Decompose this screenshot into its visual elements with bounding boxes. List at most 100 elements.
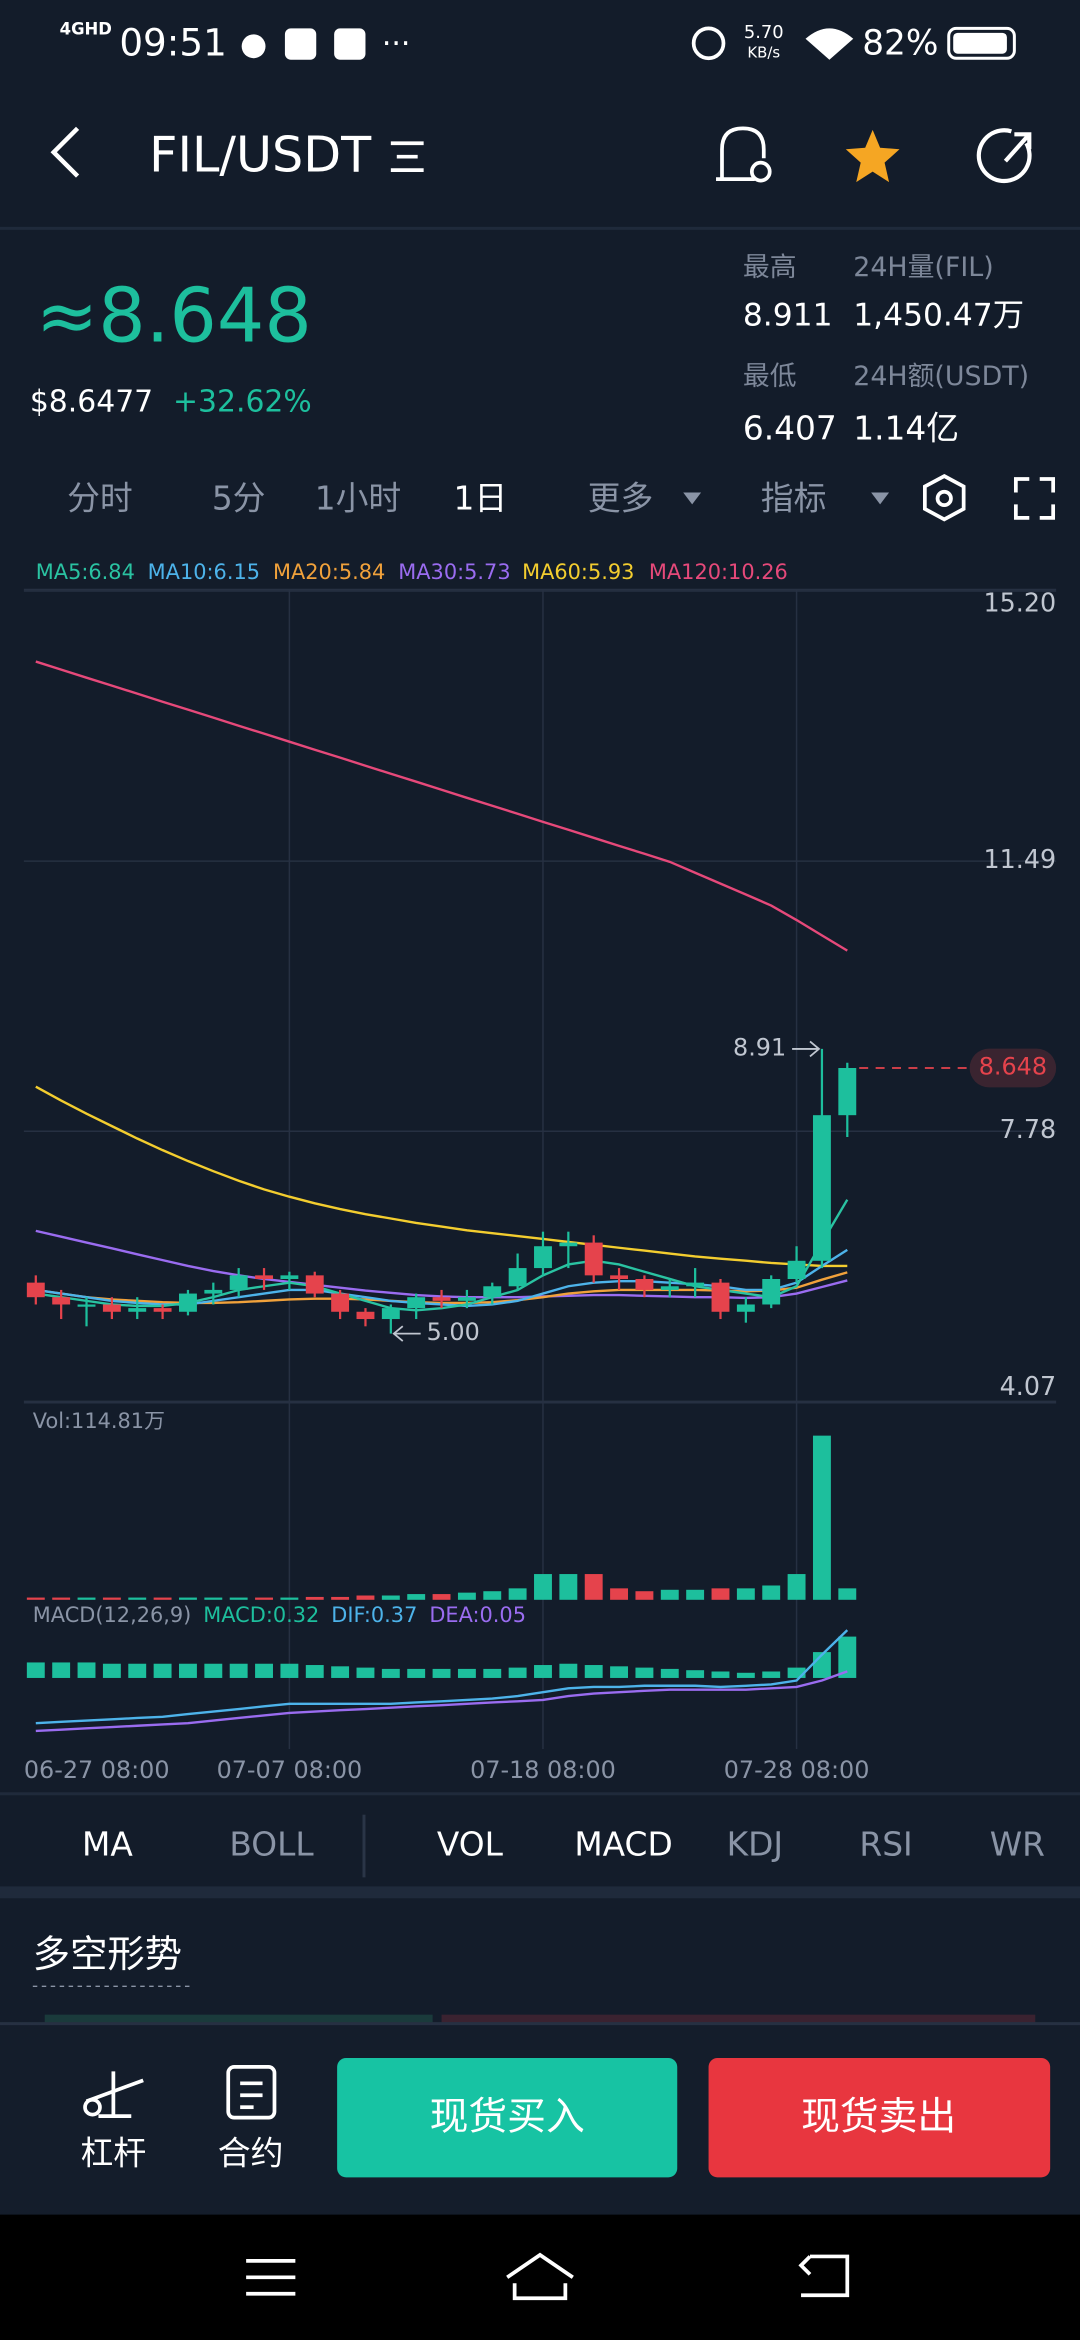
macd-label: MACD:0.32 xyxy=(203,1603,319,1627)
share-button[interactable] xyxy=(976,128,1032,184)
macd-bar xyxy=(204,1663,223,1678)
time: 09:51 xyxy=(119,20,226,64)
macd-bar xyxy=(635,1667,654,1678)
contract-icon[interactable] xyxy=(226,2065,277,2120)
volume-bar xyxy=(331,1596,350,1600)
volume-bar xyxy=(610,1588,629,1600)
stat-value: 8.911 xyxy=(743,297,833,333)
candle-body xyxy=(787,1260,806,1279)
app-icon xyxy=(284,28,317,60)
volume-bar xyxy=(179,1597,197,1600)
macd-bar xyxy=(407,1668,426,1678)
network: 4GHD xyxy=(60,19,112,38)
indicator-option[interactable]: KDJ xyxy=(727,1826,783,1864)
indicator-option[interactable]: MACD xyxy=(574,1826,672,1864)
period-tab-active[interactable]: 1日 xyxy=(453,479,507,517)
dea-line xyxy=(35,1670,848,1733)
settings-button[interactable] xyxy=(922,473,966,522)
macd-bar xyxy=(77,1662,96,1678)
candle-body xyxy=(26,1282,45,1298)
alert-gear xyxy=(749,160,772,183)
indicator-option[interactable]: BOLL xyxy=(229,1826,314,1864)
indicator-option[interactable]: WR xyxy=(990,1826,1045,1864)
pair-menu[interactable] xyxy=(390,141,424,172)
volume-bar xyxy=(153,1597,172,1600)
nav-menu[interactable] xyxy=(246,2259,296,2296)
nav-back[interactable] xyxy=(798,2254,850,2298)
candle-body xyxy=(559,1242,578,1247)
indicator-option[interactable]: RSI xyxy=(859,1826,912,1864)
nav-home[interactable] xyxy=(506,2252,574,2301)
volume-bar xyxy=(584,1574,603,1600)
period-tab[interactable]: 5分 xyxy=(212,479,266,517)
x-tick-label: 07-28 08:00 xyxy=(724,1756,870,1784)
candle-body xyxy=(610,1275,629,1279)
volume-bar xyxy=(255,1597,273,1600)
high-annotation: 8.91 xyxy=(733,1033,786,1061)
indicator-tab[interactable]: 指标 xyxy=(761,479,827,517)
more-tab[interactable]: 更多 xyxy=(588,479,654,517)
lever-label[interactable]: 杠杆 xyxy=(81,2134,147,2172)
sell-button[interactable] xyxy=(708,2057,1051,2178)
volume-bar xyxy=(26,1597,45,1600)
stat-label: 最低 xyxy=(743,361,797,392)
volume-bar xyxy=(838,1588,857,1600)
legend-entry: MA5:6.84 xyxy=(36,560,135,584)
weather-icon xyxy=(241,34,266,59)
candle-body xyxy=(736,1304,755,1312)
candle-body xyxy=(305,1275,324,1294)
candle-body xyxy=(711,1282,730,1312)
macd-bar xyxy=(762,1671,781,1678)
macd-bar xyxy=(838,1636,857,1678)
battery-text: 82% xyxy=(862,23,938,63)
candle-body xyxy=(381,1308,400,1320)
candle-body xyxy=(52,1297,71,1305)
candle-body xyxy=(457,1297,476,1301)
candle-body xyxy=(128,1308,147,1312)
legend-entry: MA30:5.73 xyxy=(398,560,510,584)
macd-bar xyxy=(483,1668,502,1678)
lever-icon[interactable] xyxy=(83,2071,144,2119)
pair-title: FIL/USDT xyxy=(149,126,372,184)
favorite-button[interactable] xyxy=(845,129,900,183)
settings-dot xyxy=(935,489,953,508)
volume-bar xyxy=(52,1597,71,1600)
last-price-label: 8.648 xyxy=(979,1052,1047,1080)
sell-label[interactable]: 现货卖出 xyxy=(801,2095,956,2140)
candle-body xyxy=(762,1278,781,1305)
stat-label: 24H额(USDT) xyxy=(853,361,1029,392)
kline-chart: 06-27 08:00 07-07 08:00 07-18 08:00 07-28 0… xyxy=(24,560,1057,1784)
buy-label[interactable]: 现货买入 xyxy=(430,2095,585,2140)
period-tab[interactable]: 分时 xyxy=(67,479,133,517)
fullscreen-button[interactable] xyxy=(1013,477,1056,520)
alert-button[interactable] xyxy=(716,126,766,181)
macd-bar xyxy=(457,1668,476,1678)
last-price-tag xyxy=(969,1048,1057,1088)
contract-label[interactable]: 合约 xyxy=(218,2134,284,2172)
back-button[interactable] xyxy=(50,126,80,178)
buy-button[interactable] xyxy=(337,2057,678,2178)
candle-body xyxy=(229,1275,248,1290)
long-bar xyxy=(44,2014,433,2024)
x-tick-label: 06-27 08:00 xyxy=(24,1756,170,1784)
volume-bar xyxy=(483,1591,502,1600)
macd-bar xyxy=(787,1667,806,1678)
wifi-icon xyxy=(805,28,854,60)
candle-body xyxy=(584,1242,603,1276)
macd-bar xyxy=(381,1668,400,1678)
indicator-option[interactable]: VOL xyxy=(437,1826,504,1864)
candle-body xyxy=(255,1275,273,1279)
volume-bar xyxy=(229,1597,248,1600)
macd-bar xyxy=(432,1668,451,1678)
section-title: 多空形势 xyxy=(33,1932,182,1976)
volume-bar xyxy=(508,1588,527,1600)
net-speed-unit: KB/s xyxy=(747,44,780,62)
period-tab[interactable]: 1小时 xyxy=(315,479,401,517)
candle-body xyxy=(686,1282,705,1287)
indicator-option[interactable]: MA xyxy=(82,1826,133,1864)
candle-body xyxy=(280,1275,299,1279)
macd-label: DEA:0.05 xyxy=(429,1603,526,1627)
macd-bar xyxy=(508,1667,527,1678)
volume-bar xyxy=(534,1574,552,1600)
y-tick-label: 11.49 xyxy=(984,844,1057,874)
